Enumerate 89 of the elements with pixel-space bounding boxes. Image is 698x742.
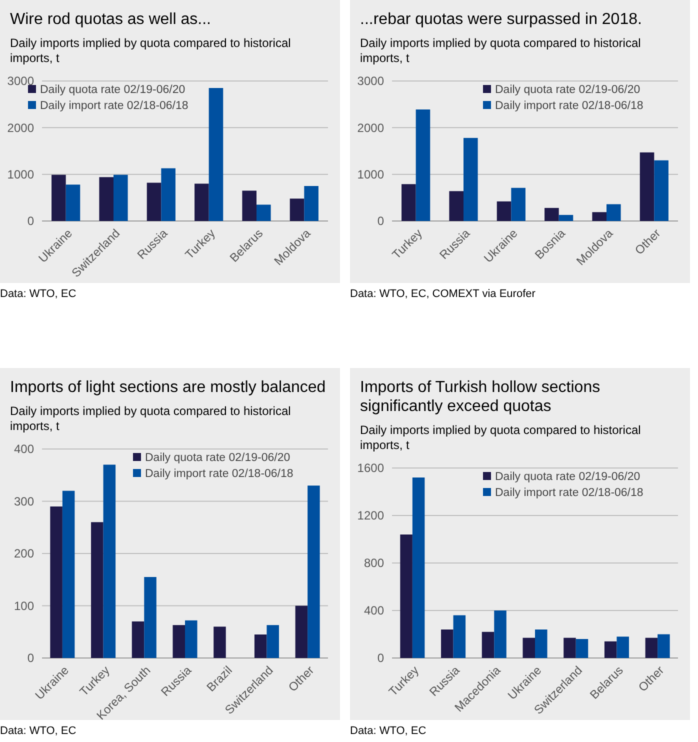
text: Data: WTO, EC, COMEXT via Eurofer bbox=[350, 288, 536, 300]
chart-title: Imports of Turkish hollow sections significantly exceed quotas bbox=[360, 379, 600, 415]
bar bbox=[91, 522, 104, 658]
legend-label: Daily import rate 02/18-06/18 bbox=[145, 468, 294, 480]
bar bbox=[645, 638, 658, 658]
bar bbox=[576, 639, 588, 658]
bar bbox=[604, 641, 617, 658]
text: Data: WTO, EC bbox=[0, 725, 76, 737]
bar bbox=[146, 182, 162, 221]
y-tick-label: 800 bbox=[364, 556, 384, 570]
legend-label: Daily import rate 02/18-06/18 bbox=[495, 100, 644, 112]
chart-subtitle: Daily imports implied by quota compared to historical imports, t bbox=[360, 423, 641, 452]
bar bbox=[606, 204, 621, 221]
bar bbox=[416, 109, 430, 221]
bar bbox=[52, 174, 66, 221]
legend-label: Daily quota rate 02/19-06/20 bbox=[145, 452, 290, 464]
chart-title: Wire rod quotas as well as... bbox=[10, 11, 211, 28]
bar bbox=[402, 184, 416, 221]
legend-label: Daily quota rate 02/19-06/20 bbox=[495, 84, 640, 96]
bar bbox=[564, 638, 576, 658]
bar bbox=[242, 190, 256, 221]
bar bbox=[99, 177, 114, 221]
y-tick-label: 2000 bbox=[357, 120, 384, 135]
y-tick-label: 200 bbox=[14, 546, 34, 561]
text: Data: WTO, EC bbox=[0, 288, 76, 300]
bar bbox=[185, 620, 198, 658]
y-tick-label: 2000 bbox=[7, 120, 34, 135]
y-tick-label: 400 bbox=[364, 604, 384, 618]
y-tick-label: 0 bbox=[377, 651, 384, 666]
bar bbox=[449, 191, 464, 221]
chart-title: ...rebar quotas were surpassed in 2018. bbox=[360, 11, 642, 28]
bar bbox=[256, 204, 271, 221]
y-tick-label: 0 bbox=[377, 214, 384, 228]
legend-label: Daily quota rate 02/19-06/20 bbox=[495, 471, 640, 484]
bar bbox=[295, 606, 308, 658]
bar bbox=[103, 464, 116, 658]
bar bbox=[208, 88, 224, 221]
y-tick-label: 0 bbox=[27, 214, 34, 228]
bar bbox=[482, 632, 494, 658]
bar bbox=[464, 138, 478, 221]
bar bbox=[496, 201, 512, 221]
y-tick-label: 3000 bbox=[357, 74, 384, 88]
chart-title: Imports of light sections are mostly balanced bbox=[10, 379, 326, 396]
chart-subtitle: Daily imports implied by quota compared to historical imports, t bbox=[360, 36, 641, 65]
bar bbox=[558, 214, 574, 221]
legend-label: Daily import rate 02/18-06/18 bbox=[495, 487, 644, 500]
bar bbox=[66, 184, 80, 221]
bar bbox=[214, 626, 226, 658]
legend-label: Daily quota rate 02/19-06/20 bbox=[40, 84, 186, 96]
bar bbox=[290, 198, 304, 221]
bar bbox=[640, 152, 654, 221]
bar bbox=[441, 630, 454, 658]
bar bbox=[412, 478, 425, 658]
bar bbox=[511, 188, 526, 221]
bar bbox=[544, 208, 559, 221]
bar bbox=[132, 621, 144, 658]
bar bbox=[616, 636, 629, 658]
chart-subtitle: Daily imports implied by quota compared to historical imports, t bbox=[10, 404, 291, 433]
y-tick-label: 1200 bbox=[357, 508, 384, 523]
bar bbox=[144, 577, 156, 658]
bar bbox=[522, 638, 535, 658]
bar bbox=[161, 168, 176, 221]
legend-label: Daily import rate 02/18-06/18 bbox=[40, 100, 188, 112]
bar bbox=[194, 184, 209, 221]
bar bbox=[535, 630, 548, 658]
bar bbox=[254, 634, 267, 658]
bar bbox=[304, 186, 318, 221]
bar bbox=[400, 534, 412, 658]
y-tick-label: 400 bbox=[14, 442, 34, 456]
y-tick-label: 1000 bbox=[7, 168, 34, 182]
y-tick-label: 1600 bbox=[357, 461, 384, 476]
bar bbox=[453, 615, 466, 658]
bar bbox=[592, 212, 606, 221]
text: Data: WTO, EC bbox=[350, 725, 426, 737]
bar bbox=[50, 506, 62, 658]
chart-subtitle: Daily imports implied by quota compared to historical imports, t bbox=[10, 36, 291, 65]
bar bbox=[494, 610, 506, 658]
bar bbox=[658, 634, 670, 658]
y-tick-label: 300 bbox=[14, 494, 34, 508]
bar bbox=[654, 160, 668, 221]
y-tick-label: 3000 bbox=[7, 74, 34, 88]
bar bbox=[172, 625, 185, 658]
bar bbox=[266, 625, 279, 658]
bar bbox=[114, 174, 128, 221]
y-tick-label: 0 bbox=[27, 651, 34, 666]
bar bbox=[62, 490, 75, 658]
y-tick-label: 100 bbox=[14, 598, 34, 613]
bar bbox=[308, 486, 320, 658]
y-tick-label: 1000 bbox=[357, 168, 384, 182]
